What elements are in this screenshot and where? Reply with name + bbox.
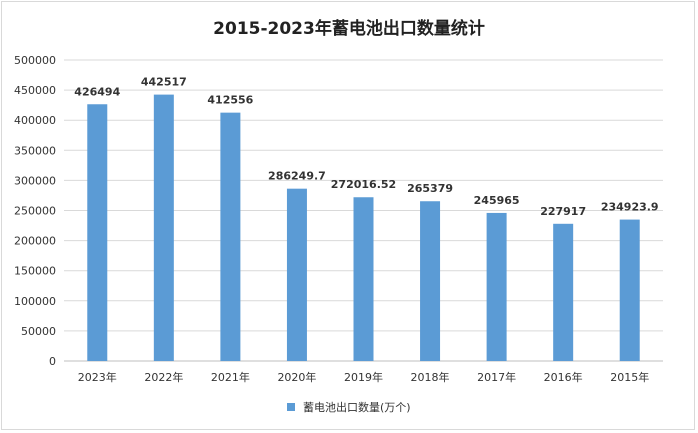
x-tick-label-7: 2016年	[544, 370, 583, 384]
legend-label: 蓄电池出口数量(万个)	[302, 401, 411, 414]
y-tick-label-10: 500000	[14, 54, 56, 67]
y-tick-label-1: 50000	[21, 325, 56, 338]
y-tick-label-0: 0	[49, 355, 56, 368]
y-tick-label-4: 200000	[14, 235, 56, 248]
chart-legend: 蓄电池出口数量(万个)	[0, 399, 698, 415]
x-tick-label-3: 2020年	[277, 370, 316, 384]
y-tick-label-9: 450000	[14, 84, 56, 97]
bar-7	[553, 223, 574, 361]
x-tick-label-5: 2018年	[411, 370, 450, 384]
bar-3	[286, 188, 307, 361]
data-label-1: 442517	[141, 76, 187, 89]
y-tick-label-3: 150000	[14, 265, 56, 278]
y-tick-label-5: 250000	[14, 205, 56, 218]
bar-0	[87, 104, 108, 361]
data-label-5: 265379	[407, 182, 453, 195]
bar-2	[220, 112, 241, 361]
legend-swatch	[287, 403, 296, 411]
y-tick-label-7: 350000	[14, 144, 56, 157]
y-tick-label-8: 400000	[14, 114, 56, 127]
data-label-6: 245965	[474, 194, 520, 207]
data-label-0: 426494	[74, 85, 120, 98]
data-label-2: 412556	[207, 94, 253, 107]
bar-8	[619, 219, 640, 361]
y-tick-label-6: 300000	[14, 174, 56, 187]
bar-1	[153, 94, 174, 361]
data-label-3: 286249.7	[268, 170, 326, 183]
x-tick-label-1: 2022年	[144, 370, 183, 384]
y-tick-label-2: 100000	[14, 295, 56, 308]
x-tick-label-8: 2015年	[610, 370, 649, 384]
x-tick-label-2: 2021年	[211, 370, 250, 384]
x-tick-label-4: 2019年	[344, 370, 383, 384]
bar-6	[486, 212, 507, 361]
x-tick-label-0: 2023年	[78, 370, 117, 384]
chart-title: 2015-2023年蓄电池出口数量统计	[213, 19, 485, 39]
x-tick-label-6: 2017年	[477, 370, 516, 384]
data-label-7: 227917	[540, 205, 586, 218]
data-label-4: 272016.52	[331, 178, 396, 191]
data-label-8: 234923.9	[601, 201, 659, 214]
bar-4	[353, 197, 374, 361]
bar-5	[420, 201, 441, 361]
